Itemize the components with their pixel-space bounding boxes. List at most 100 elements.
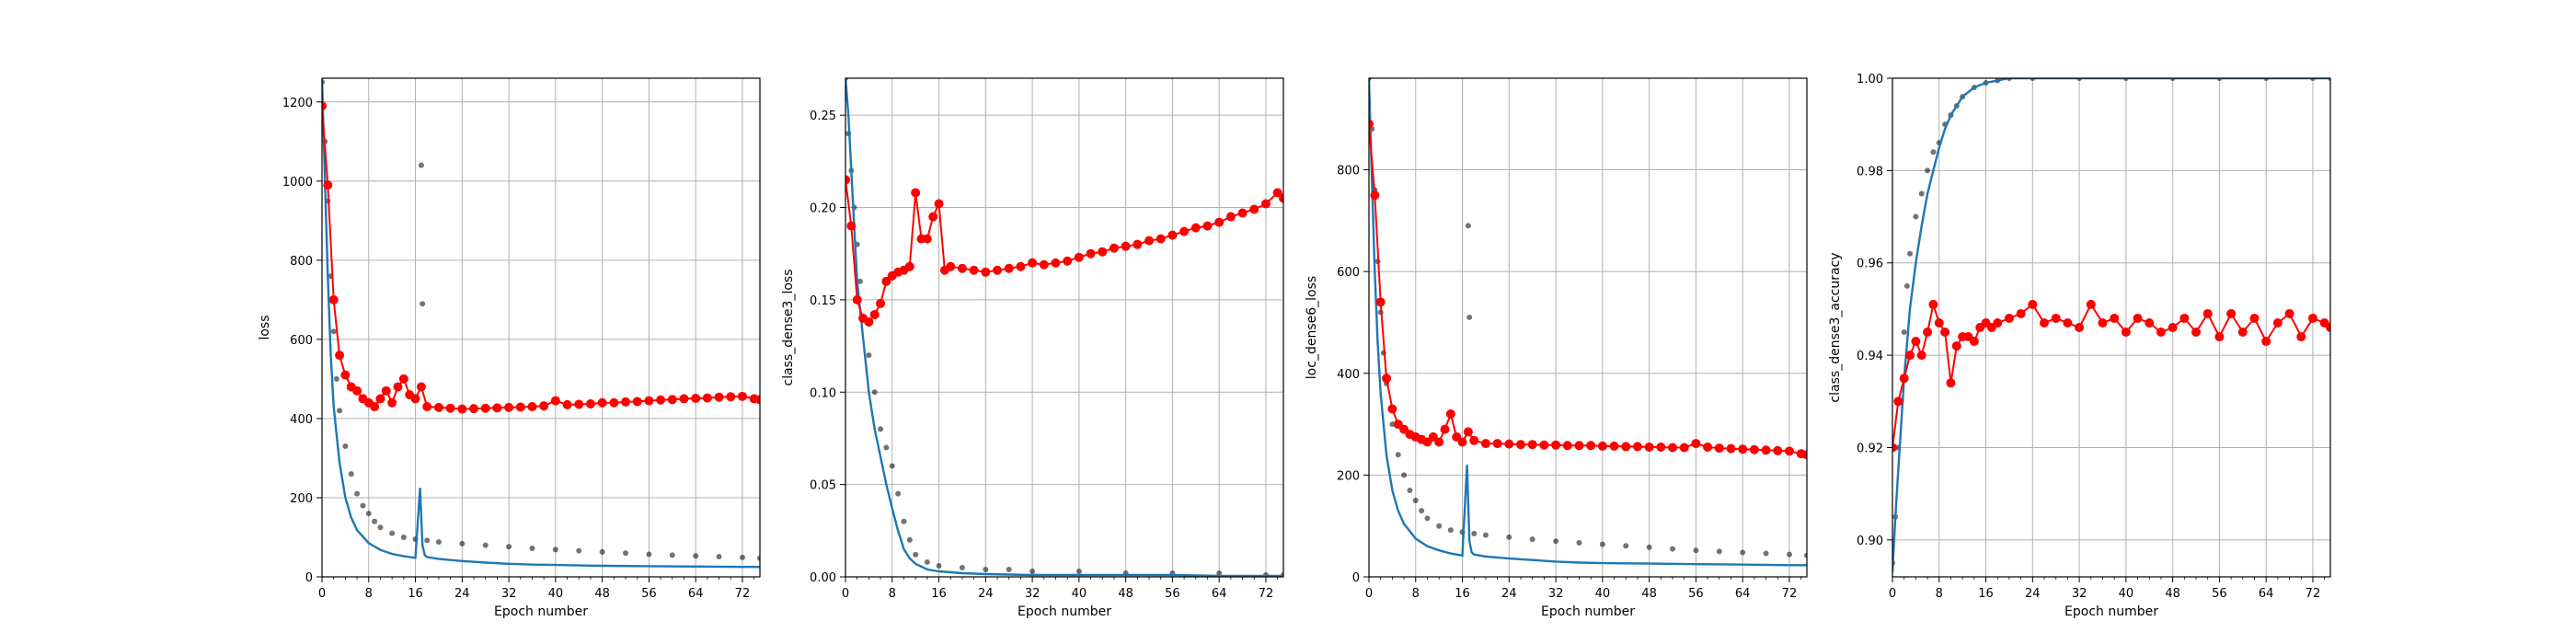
batch-point [552, 546, 558, 553]
validation-marker [2028, 299, 2038, 309]
validation-marker [2075, 323, 2085, 332]
validation-marker [981, 267, 991, 277]
validation-marker [597, 397, 607, 408]
validation-marker [621, 397, 631, 407]
y-tick-label: 0.90 [1857, 535, 1883, 548]
batch-point [389, 530, 396, 536]
smoothed-train-line [845, 78, 1283, 577]
x-tick-label: 48 [1641, 587, 1657, 601]
x-axis-label: Epoch number [2064, 604, 2158, 619]
validation-marker [352, 385, 362, 396]
validation-marker [1375, 297, 1386, 307]
x-tick-label: 0 [1889, 587, 1896, 601]
batch-point [576, 547, 582, 554]
validation-marker [1202, 221, 1213, 231]
validation-marker [632, 397, 642, 407]
x-tick-label: 72 [1259, 587, 1274, 601]
validation-marker [1504, 439, 1514, 449]
validation-marker [433, 402, 443, 412]
batch-point [1471, 530, 1478, 536]
validation-marker [1109, 243, 1119, 253]
validation-marker [1656, 442, 1666, 452]
validation-marker [934, 199, 944, 209]
validation-marker [2098, 317, 2108, 328]
validation-marker [1387, 404, 1397, 414]
batch-point [1670, 546, 1676, 552]
validation-marker [1121, 241, 1131, 251]
validation-marker [869, 309, 880, 319]
validation-marker [679, 394, 689, 404]
validation-marker [1004, 263, 1014, 273]
validation-marker [515, 402, 525, 412]
plot-frame [1892, 77, 2331, 578]
validation-marker [2156, 328, 2166, 338]
batch-point [599, 548, 605, 555]
batch-point [895, 490, 902, 497]
validation-marker [1714, 443, 1724, 454]
validation-marker [1133, 239, 1143, 249]
batch-point [1482, 532, 1489, 538]
x-axis-label: Epoch number [1018, 604, 1111, 619]
x-tick-label: 0 [318, 587, 326, 601]
batch-point [1903, 282, 1910, 289]
validation-marker [702, 393, 712, 403]
validation-marker [1480, 439, 1490, 449]
validation-marker [1923, 328, 1933, 338]
validation-marker [322, 101, 327, 111]
batch-point [459, 540, 466, 546]
validation-marker [1225, 212, 1236, 222]
x-tick-label: 64 [1212, 587, 1227, 601]
batch-point [1623, 543, 1629, 549]
batch-point [623, 550, 629, 557]
batch-point [1693, 547, 1699, 554]
validation-marker [1051, 258, 1061, 268]
y-tick-label: 0.94 [1857, 350, 1883, 363]
validation-marker [1951, 341, 1961, 351]
batch-point [1447, 527, 1454, 534]
y-tick-label: 600 [290, 334, 313, 348]
batch-point [1465, 223, 1471, 229]
validation-marker [1562, 441, 1572, 451]
batch-point [1576, 539, 1582, 546]
x-tick-label: 16 [1455, 587, 1470, 601]
x-tick-label: 72 [2306, 587, 2321, 601]
subplot-loc-dense6-loss: 0 8 16 24 32 40 48 56 64 72 0 200 400 600 800 Epoch nu… [1305, 77, 1808, 619]
batch-point [1646, 544, 1652, 550]
batch-point [857, 278, 863, 284]
validation-marker [1934, 317, 1944, 328]
x-tick-label: 8 [365, 587, 373, 601]
x-tick-label: 64 [688, 587, 704, 601]
batch-point [913, 551, 919, 558]
y-tick-label: 0.00 [810, 571, 836, 585]
x-tick-label: 72 [735, 587, 751, 601]
validation-marker [1098, 247, 1108, 257]
batch-point [1907, 250, 1914, 257]
validation-marker [1260, 199, 1271, 209]
batch-point [1786, 551, 1792, 558]
validation-marker [410, 394, 420, 404]
validation-marker [1916, 351, 1926, 361]
batch-point [377, 524, 384, 531]
validation-marker [737, 391, 747, 401]
validation-marker [1632, 442, 1642, 452]
batch-point [1216, 569, 1223, 576]
validation-marker [1445, 409, 1455, 420]
subplot-class-dense3-loss: 0 8 16 24 32 40 48 56 64 72 0.00 0.05 0.10 0.15 0.20 0.… [781, 77, 1284, 619]
validation-marker [398, 374, 408, 384]
validation-marker [1279, 193, 1283, 203]
validation-marker [846, 221, 857, 231]
validation-marker [2051, 313, 2061, 323]
validation-marker [656, 395, 666, 405]
batch-point [1553, 538, 1559, 545]
smoothed-train-line [1369, 78, 1807, 567]
x-tick-label: 56 [1688, 587, 1704, 601]
validation-marker [2168, 323, 2178, 332]
batch-point [878, 426, 884, 432]
batch-point [1419, 508, 1425, 514]
plot-frame [1368, 77, 1808, 578]
x-tick-label: 24 [454, 587, 470, 601]
x-tick-label: 0 [1365, 587, 1373, 601]
validation-marker [1214, 217, 1225, 227]
y-tick-label: 400 [1337, 368, 1360, 382]
